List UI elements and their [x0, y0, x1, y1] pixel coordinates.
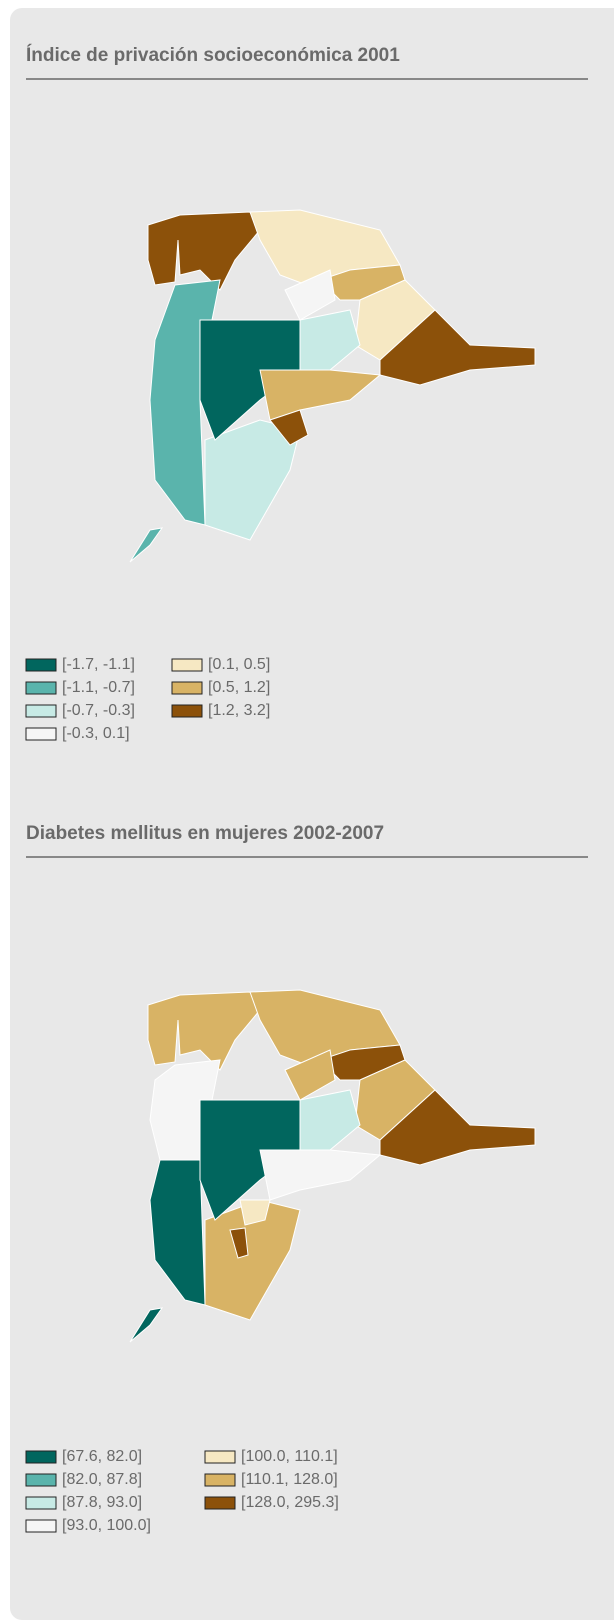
- legend-label: [110.1, 128.0]: [241, 1471, 338, 1488]
- legend-label: [0.5, 1.2]: [208, 679, 270, 696]
- legend-swatch: [172, 705, 202, 717]
- legend-swatch: [172, 659, 202, 671]
- legend-swatch: [26, 705, 56, 717]
- legend-swatch: [205, 1474, 235, 1486]
- legend-label: [-1.1, -0.7]: [62, 679, 135, 696]
- legend-label: [100.0, 110.1]: [241, 1448, 338, 1465]
- legend-swatch: [205, 1451, 235, 1463]
- legend-label: [93.0, 100.0]: [62, 1517, 151, 1534]
- legend-label: [82.0, 87.8]: [62, 1471, 142, 1488]
- legend-swatch: [26, 682, 56, 694]
- legend-label: [1.2, 3.2]: [208, 702, 270, 719]
- page: Índice de privación socioeconómica 2001 …: [0, 0, 614, 1624]
- map-title: Índice de privación socioeconómica 2001: [26, 44, 400, 66]
- legend-swatch: [26, 659, 56, 671]
- legend-swatch: [172, 682, 202, 694]
- legend-swatch: [205, 1497, 235, 1509]
- legend-label: [67.6, 82.0]: [62, 1448, 142, 1465]
- legend-swatch: [26, 1451, 56, 1463]
- legend-label: [0.1, 0.5]: [208, 656, 270, 673]
- legend-swatch: [26, 1497, 56, 1509]
- legend-swatch: [26, 728, 56, 740]
- legend-swatch: [26, 1474, 56, 1486]
- legend-label: [-0.3, 0.1]: [62, 725, 130, 742]
- map-title: Diabetes mellitus en mujeres 2002-2007: [26, 823, 384, 844]
- legend-label: [-0.7, -0.3]: [62, 702, 135, 719]
- legend-label: [87.8, 93.0]: [62, 1494, 142, 1511]
- legend-label: [128.0, 295.3]: [241, 1494, 339, 1511]
- legend-label: [-1.7, -1.1]: [62, 656, 135, 673]
- legend-swatch: [26, 1520, 56, 1532]
